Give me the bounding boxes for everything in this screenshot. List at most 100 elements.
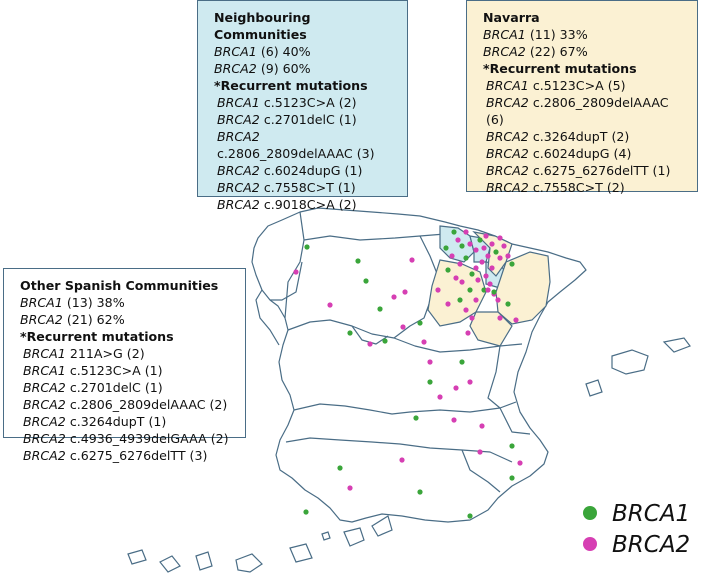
recurrent-heading: *Recurrent mutations bbox=[483, 61, 637, 76]
gene-value: c.5123C>A (2) bbox=[259, 95, 357, 110]
brca2-dot bbox=[402, 289, 408, 295]
brca2-dot bbox=[485, 287, 491, 293]
brca2-dot bbox=[489, 265, 495, 271]
gene-value: c.2701delC (1) bbox=[259, 112, 357, 127]
brca1-dot bbox=[377, 306, 383, 312]
gene-value: (22) 67% bbox=[525, 44, 588, 59]
gene-name: BRCA1 bbox=[23, 363, 66, 378]
gene-value: c.7558C>T (2) bbox=[528, 180, 625, 195]
gene-name: BRCA1 bbox=[214, 44, 257, 59]
mutation-line: BRCA1 c.5123C>A (5) bbox=[483, 77, 685, 94]
brca2-dot bbox=[399, 457, 405, 463]
mutation-line: BRCA1 c.5123C>A (1) bbox=[20, 362, 233, 379]
brca2-dot bbox=[473, 265, 479, 271]
gene-value: (21) 62% bbox=[62, 312, 125, 327]
brca2-dot bbox=[469, 315, 475, 321]
summary-line: BRCA2 (9) 60% bbox=[214, 60, 395, 77]
brca2-dot bbox=[465, 330, 471, 336]
mutation-line: BRCA2 c.6275_6276delTT (3) bbox=[20, 447, 233, 464]
brca2-dot bbox=[483, 273, 489, 279]
brca2-dot bbox=[473, 297, 479, 303]
gene-name: BRCA2 bbox=[486, 146, 529, 161]
gene-value: (6) 40% bbox=[256, 44, 311, 59]
gene-name: BRCA1 bbox=[23, 346, 66, 361]
brca2-dot bbox=[391, 294, 397, 300]
brca2-dot bbox=[479, 423, 485, 429]
brca1-dot bbox=[457, 297, 463, 303]
gene-name: BRCA2 bbox=[20, 312, 63, 327]
balearic-ibiza bbox=[585, 379, 603, 397]
brca1-dot bbox=[417, 489, 423, 495]
brca1-dot bbox=[467, 513, 473, 519]
brca1-dot bbox=[445, 267, 451, 273]
gene-value: c.2806_2809delAAAC (6) bbox=[486, 95, 669, 127]
gene-name: BRCA2 bbox=[214, 61, 257, 76]
brca2-dot bbox=[485, 253, 491, 259]
mutation-line: BRCA2 c.2806_2809delAAAC (6) bbox=[483, 94, 685, 128]
brca1-dot bbox=[443, 245, 449, 251]
brca1-dot bbox=[491, 289, 497, 295]
brca2-dot bbox=[483, 233, 489, 239]
gene-name: BRCA2 bbox=[486, 129, 529, 144]
gene-value: c.4936_4939delGAAA (2) bbox=[65, 431, 229, 446]
recurrent-heading: *Recurrent mutations bbox=[20, 329, 174, 344]
gene-name: BRCA1 bbox=[486, 78, 529, 93]
gene-value: c.6275_6276delTT (3) bbox=[65, 448, 208, 463]
brca2-dot bbox=[459, 279, 465, 285]
gene-name: BRCA2 bbox=[23, 414, 66, 429]
gene-value: c.6275_6276delTT (1) bbox=[528, 163, 671, 178]
gene-name: BRCA2 bbox=[23, 448, 66, 463]
brca2-dot bbox=[475, 277, 481, 283]
brca2-dot bbox=[409, 257, 415, 263]
gene-value: (13) 38% bbox=[62, 295, 125, 310]
brca2-dot bbox=[427, 359, 433, 365]
summary-line: BRCA2 (22) 67% bbox=[483, 43, 685, 60]
brca2-dot bbox=[479, 259, 485, 265]
mutation-line: BRCA1 211A>G (2) bbox=[20, 345, 233, 362]
balearic-menorca bbox=[662, 337, 691, 353]
brca2-dot bbox=[505, 253, 511, 259]
brca1-dot bbox=[451, 229, 457, 235]
mutation-line: BRCA2 c.2806_2809delAAAC (3) bbox=[214, 128, 395, 162]
brca1-dot bbox=[459, 359, 465, 365]
brca2-dot bbox=[487, 281, 493, 287]
brca1-dot bbox=[382, 338, 388, 344]
gene-name: BRCA2 bbox=[23, 380, 66, 395]
brca2-dot bbox=[347, 485, 353, 491]
summary-line: BRCA2 (21) 62% bbox=[20, 311, 233, 328]
gene-name: BRCA2 bbox=[23, 431, 66, 446]
gene-value: c.6024dupG (4) bbox=[528, 146, 632, 161]
brca2-dot bbox=[477, 449, 483, 455]
gene-name: BRCA2 bbox=[217, 129, 260, 144]
mutation-line: BRCA2 c.6024dupG (4) bbox=[483, 145, 685, 162]
gene-value: c.2806_2809delAAAC (2) bbox=[65, 397, 228, 412]
mutation-line: BRCA2 c.2701delC (1) bbox=[214, 111, 395, 128]
brca2-dot bbox=[400, 324, 406, 330]
legend-brca1-swatch bbox=[583, 506, 597, 520]
navarra-box: Navarra BRCA1 (11) 33% BRCA2 (22) 67% *Re… bbox=[466, 0, 698, 195]
brca1-dot bbox=[469, 271, 475, 277]
mutation-line: BRCA2 c.3264dupT (2) bbox=[483, 128, 685, 145]
brca1-dot bbox=[477, 237, 483, 243]
brca1-dot bbox=[347, 330, 353, 336]
brca2-dot bbox=[497, 255, 503, 261]
brca2-dot bbox=[489, 241, 495, 247]
gene-value: 211A>G (2) bbox=[65, 346, 145, 361]
gene-name: BRCA1 bbox=[217, 95, 260, 110]
gene-name: BRCA2 bbox=[486, 95, 529, 110]
brca1-dot bbox=[363, 278, 369, 284]
gene-name: BRCA2 bbox=[217, 197, 260, 212]
brca2-dot bbox=[473, 247, 479, 253]
brca2-dot bbox=[451, 417, 457, 423]
brca2-dot bbox=[455, 237, 461, 243]
balearic-mallorca bbox=[611, 349, 649, 375]
other-communities-box: Other Spanish Communities BRCA1 (13) 38%… bbox=[3, 268, 246, 463]
neighbouring-communities-box: Neighbouring Communities BRCA1 (6) 40% BR… bbox=[197, 0, 408, 212]
brca1-dot bbox=[303, 509, 309, 515]
brca2-dot bbox=[449, 253, 455, 259]
gene-value: c.3264dupT (2) bbox=[528, 129, 630, 144]
brca2-dot bbox=[517, 460, 523, 466]
gene-value: c.5123C>A (5) bbox=[528, 78, 626, 93]
brca2-dot bbox=[453, 275, 459, 281]
brca1-dot bbox=[413, 415, 419, 421]
